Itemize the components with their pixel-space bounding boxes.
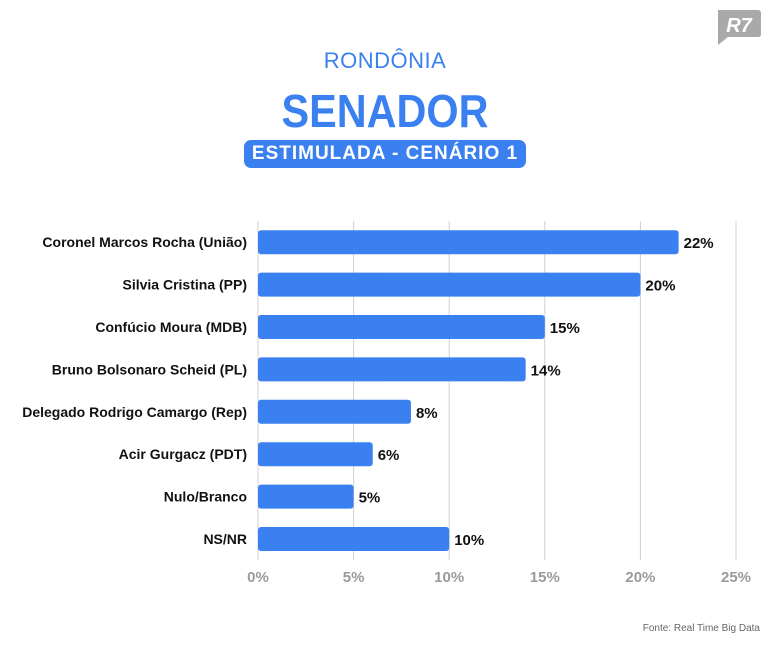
- bar: [258, 272, 641, 297]
- bar: [258, 230, 679, 255]
- bar: [258, 357, 526, 382]
- bar: [258, 399, 411, 424]
- x-tick-label: 10%: [434, 569, 464, 586]
- region-subtitle: RONDÔNIA: [323, 48, 447, 73]
- data-label: 14%: [531, 362, 561, 379]
- data-label: 15%: [550, 320, 580, 337]
- bar: [258, 442, 373, 467]
- category-label: Delegado Rodrigo Camargo (Rep): [22, 404, 247, 420]
- category-label: NS/NR: [203, 531, 247, 547]
- x-tick-label: 15%: [530, 569, 560, 586]
- category-label: Silvia Cristina (PP): [123, 277, 247, 293]
- data-label: 20%: [645, 278, 675, 295]
- data-label: 10%: [454, 532, 484, 549]
- bar: [258, 527, 450, 551]
- page-title: SENADOR: [281, 85, 489, 137]
- category-label: Confúcio Moura (MDB): [95, 319, 247, 335]
- x-tick-label: 20%: [625, 569, 655, 586]
- r7-logo: R7: [718, 10, 761, 45]
- category-label: Bruno Bolsonaro Scheid (PL): [52, 361, 247, 377]
- bar: [258, 484, 354, 509]
- data-label: 6%: [378, 447, 400, 464]
- data-label: 5%: [359, 490, 381, 507]
- bar: [258, 315, 545, 339]
- scenario-badge: ESTIMULADA - CENÁRIO 1: [243, 140, 527, 168]
- data-label: 22%: [684, 235, 714, 252]
- source-note: Fonte: Real Time Big Data: [642, 623, 760, 634]
- svg-text:R7: R7: [726, 15, 752, 37]
- category-label: Nulo/Branco: [164, 489, 247, 505]
- x-tick-label: 5%: [343, 569, 365, 586]
- data-label: 8%: [416, 405, 438, 422]
- category-label: Coronel Marcos Rocha (União): [42, 234, 247, 250]
- x-tick-label: 0%: [247, 569, 269, 586]
- category-label: Acir Gurgacz (PDT): [119, 446, 247, 462]
- x-tick-label: 25%: [721, 569, 751, 586]
